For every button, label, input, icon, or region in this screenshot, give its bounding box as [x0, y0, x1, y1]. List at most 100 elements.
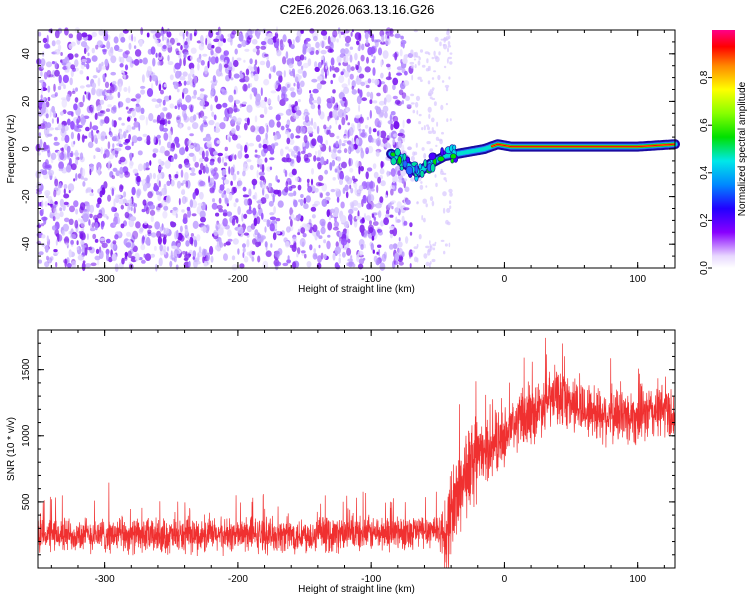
noise-blob — [98, 113, 104, 117]
noise-blob — [152, 119, 157, 123]
noise-blob — [357, 263, 364, 270]
noise-blob — [434, 241, 437, 245]
noise-blob — [85, 126, 90, 132]
noise-blob — [66, 263, 72, 268]
noise-blob — [372, 163, 377, 170]
noise-blob — [290, 219, 293, 227]
noise-blob — [445, 179, 448, 183]
noise-blob — [380, 59, 383, 68]
noise-blob — [157, 236, 162, 245]
noise-blob — [363, 244, 366, 249]
noise-blob — [226, 211, 233, 217]
noise-blob — [135, 221, 141, 229]
noise-blob — [336, 156, 341, 162]
noise-blob — [55, 39, 61, 45]
noise-blob — [121, 122, 125, 126]
noise-blob — [59, 207, 63, 212]
noise-blob — [401, 177, 405, 184]
noise-blob — [344, 175, 350, 182]
noise-blob — [254, 229, 259, 236]
noise-blob — [230, 166, 235, 176]
noise-blob — [334, 102, 338, 112]
noise-blob — [261, 163, 265, 173]
noise-blob — [269, 148, 275, 155]
noise-blob — [93, 134, 98, 143]
noise-blob — [394, 99, 401, 105]
noise-blob — [370, 46, 376, 55]
noise-blob — [275, 114, 281, 121]
noise-blob — [143, 162, 147, 172]
noise-blob — [381, 34, 385, 42]
noise-blob — [339, 172, 345, 181]
noise-blob — [297, 232, 301, 236]
noise-blob — [189, 236, 194, 245]
noise-blob — [213, 38, 220, 43]
noise-blob — [341, 143, 346, 147]
noise-blob — [151, 98, 158, 102]
noise-blob — [352, 200, 359, 207]
noise-blob — [112, 167, 118, 172]
noise-blob — [449, 192, 453, 197]
noise-blob — [437, 74, 441, 81]
track-blob — [437, 155, 445, 162]
noise-blob — [397, 170, 402, 176]
noise-blob — [58, 74, 62, 84]
noise-blob — [123, 87, 128, 92]
noise-blob — [392, 84, 396, 91]
noise-blob — [150, 215, 154, 223]
noise-blob — [258, 171, 265, 176]
noise-blob — [199, 100, 206, 107]
noise-blob — [41, 64, 44, 69]
noise-blob — [414, 64, 417, 69]
noise-blob — [321, 68, 325, 76]
noise-blob — [179, 76, 186, 81]
noise-blob — [199, 191, 204, 200]
noise-blob — [97, 132, 101, 140]
noise-blob — [420, 79, 423, 82]
noise-blob — [67, 111, 74, 116]
noise-blob — [171, 245, 178, 250]
noise-blob — [415, 95, 421, 101]
noise-blob — [292, 39, 295, 46]
noise-blob — [65, 61, 72, 70]
noise-blob — [398, 89, 404, 96]
noise-blob — [233, 89, 236, 95]
noise-blob — [299, 198, 304, 207]
noise-blob — [251, 251, 256, 255]
noise-blob — [77, 102, 80, 112]
noise-blob — [290, 112, 297, 117]
noise-blob — [107, 104, 112, 108]
noise-blob — [321, 58, 324, 66]
noise-blob — [119, 166, 124, 175]
noise-blob — [348, 157, 351, 167]
noise-blob — [68, 231, 71, 235]
noise-blob — [384, 111, 388, 119]
noise-blob — [174, 105, 178, 110]
noise-blob — [290, 213, 295, 220]
noise-blob — [373, 255, 378, 263]
noise-blob — [304, 253, 307, 259]
noise-blob — [431, 56, 435, 60]
noise-blob — [247, 227, 252, 232]
noise-blob — [213, 172, 219, 180]
x-tick-label: 100 — [629, 274, 646, 285]
noise-blob — [339, 178, 343, 185]
noise-blob — [152, 153, 157, 158]
noise-blob — [427, 80, 431, 85]
noise-blob — [65, 242, 69, 246]
noise-blob — [239, 263, 245, 269]
noise-blob — [54, 61, 58, 70]
noise-blob — [187, 32, 191, 42]
noise-blob — [445, 102, 448, 106]
noise-blob — [447, 56, 452, 60]
track-blob — [390, 157, 397, 166]
noise-blob — [434, 36, 439, 43]
noise-blob — [256, 32, 260, 40]
noise-blob — [149, 75, 152, 82]
noise-blob — [280, 86, 287, 94]
noise-blob — [327, 221, 333, 231]
noise-blob — [35, 190, 43, 195]
noise-blob — [248, 188, 252, 197]
noise-blob — [414, 101, 419, 108]
noise-blob — [413, 58, 417, 61]
